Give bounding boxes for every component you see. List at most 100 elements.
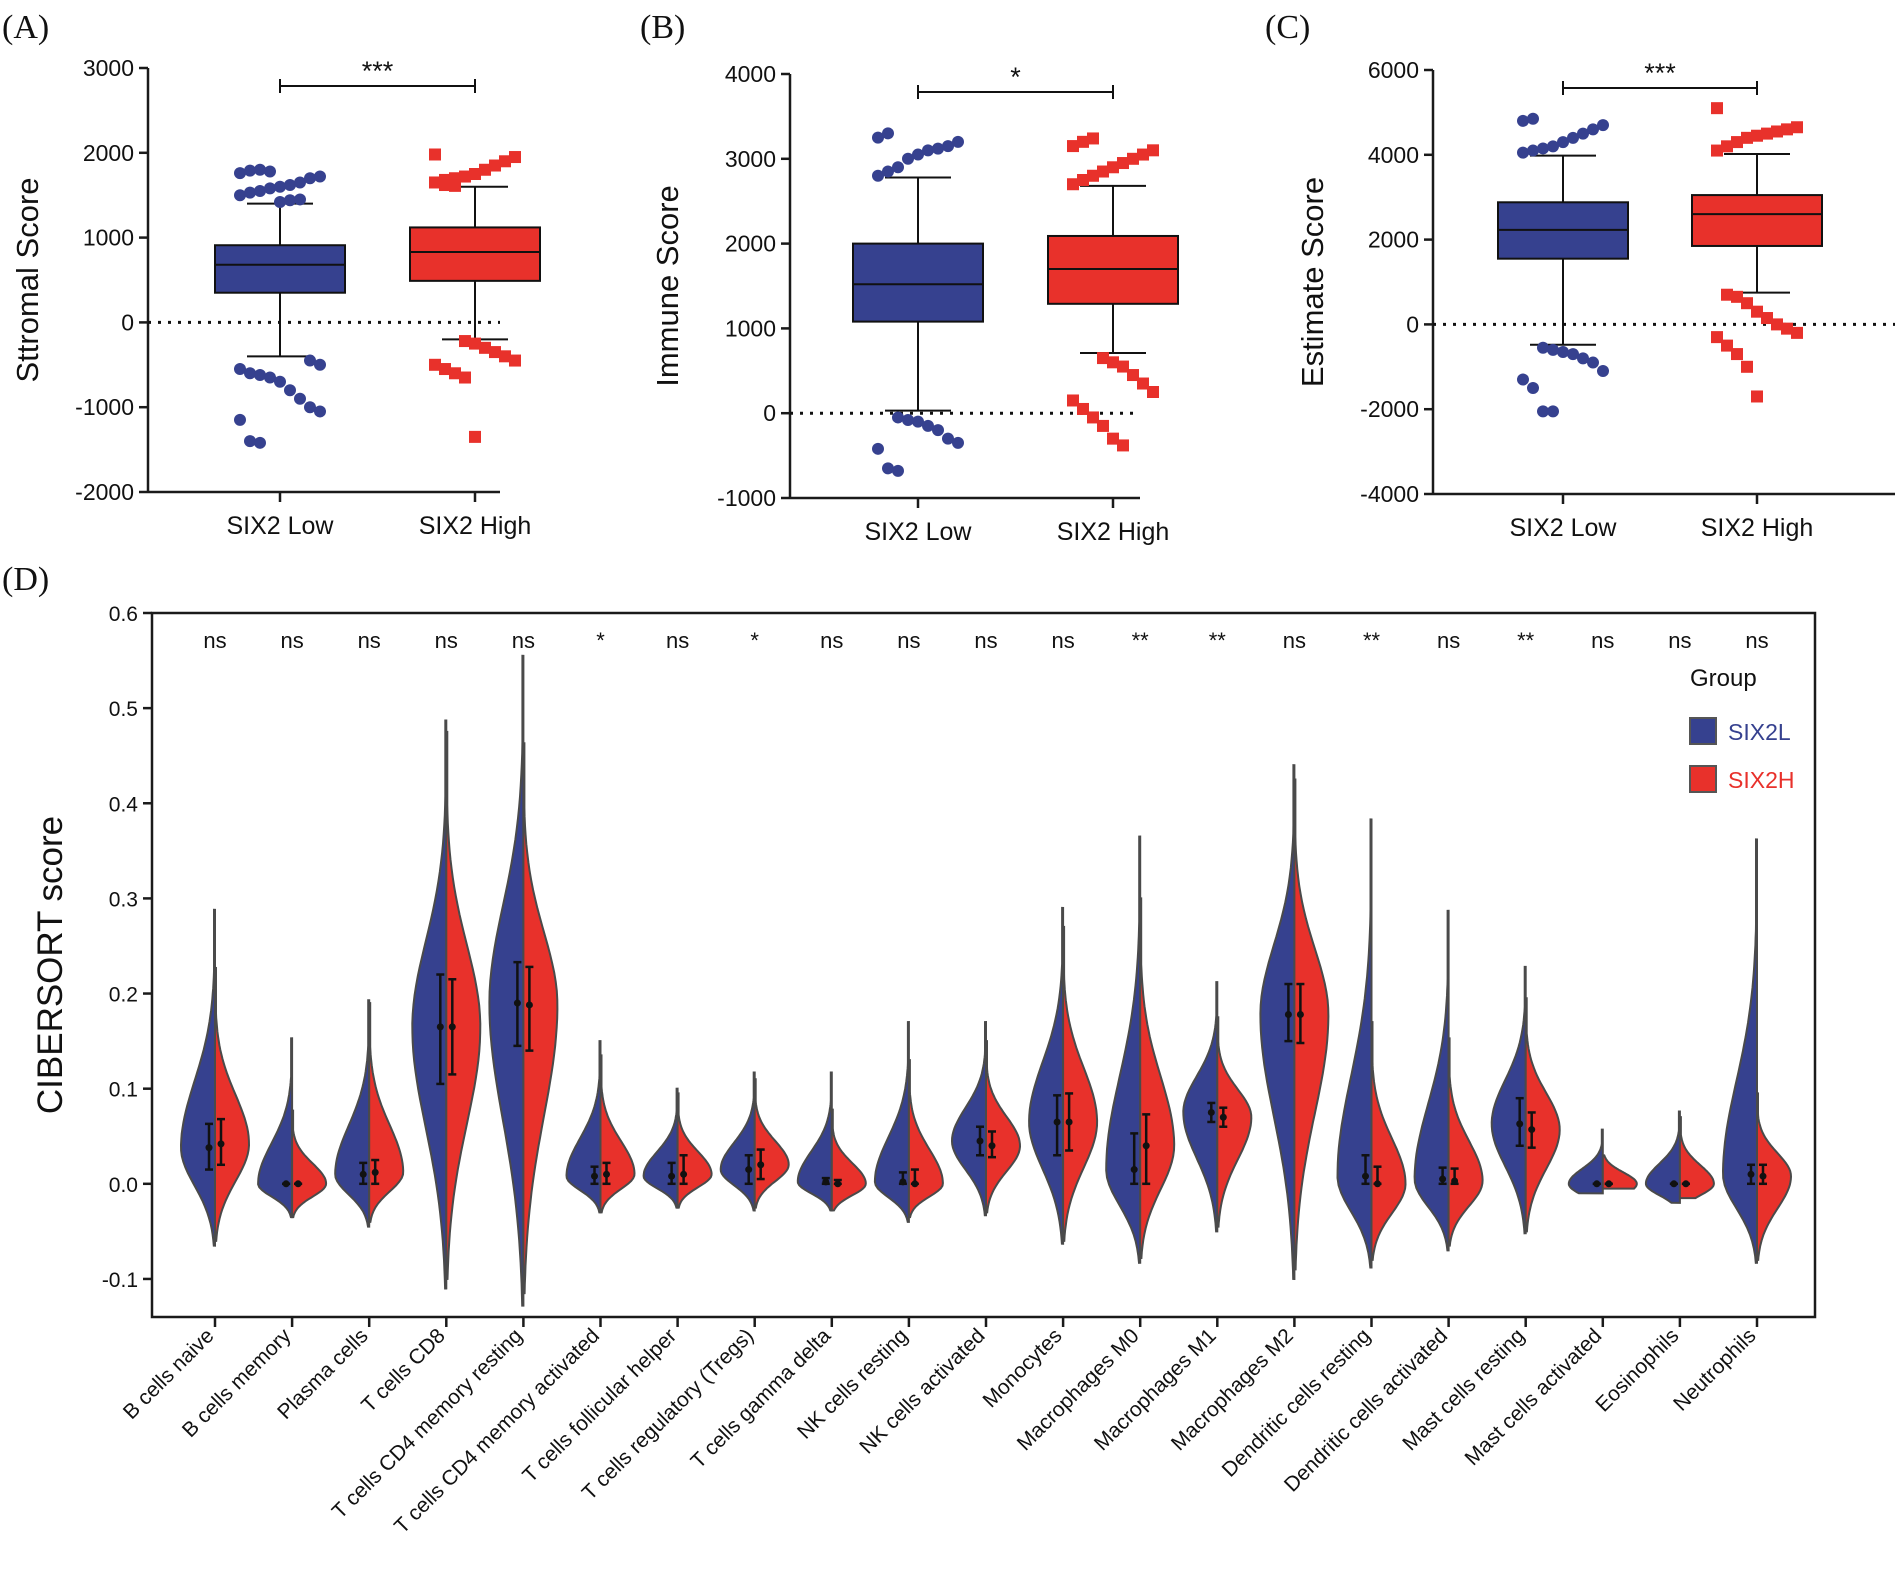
outlier-point bbox=[1537, 142, 1549, 155]
median-point bbox=[294, 1180, 302, 1188]
outlier-point bbox=[254, 163, 266, 176]
outlier-point bbox=[509, 354, 521, 367]
violin-half-six2l bbox=[950, 1021, 987, 1217]
significance-label: *** bbox=[1644, 58, 1676, 88]
outlier-point bbox=[274, 195, 286, 208]
y-tick-label: -1000 bbox=[75, 394, 134, 420]
y-tick-label: -1000 bbox=[717, 485, 776, 511]
median-point bbox=[1439, 1175, 1447, 1183]
violin-half-six2l bbox=[1336, 818, 1373, 1269]
x-tick-label: T cells follicular helper bbox=[518, 1324, 681, 1487]
outlier-point bbox=[1761, 312, 1773, 325]
y-tick-label: -0.1 bbox=[102, 1269, 138, 1292]
median-point bbox=[976, 1137, 984, 1145]
y-tick-label: 6000 bbox=[1368, 57, 1419, 83]
outlier-point bbox=[1547, 405, 1559, 418]
outlier-point bbox=[274, 180, 286, 193]
outlier-point bbox=[1587, 123, 1599, 136]
outlier-point bbox=[1711, 144, 1723, 157]
outlier-point bbox=[254, 184, 266, 197]
outlier-point bbox=[1731, 348, 1743, 361]
median-point bbox=[591, 1172, 598, 1180]
significance-label: ** bbox=[1132, 628, 1150, 653]
y-tick-label: 0 bbox=[1406, 311, 1419, 337]
x-tick-label: Dendritic cells resting bbox=[1218, 1324, 1375, 1481]
outlier-point bbox=[1741, 360, 1753, 373]
outlier-point bbox=[1127, 152, 1139, 165]
outlier-point bbox=[1791, 121, 1803, 134]
outlier-point bbox=[1147, 144, 1159, 157]
outlier-point bbox=[882, 165, 894, 178]
outlier-point bbox=[892, 464, 904, 477]
median-point bbox=[448, 1023, 456, 1031]
y-tick-label: 4000 bbox=[1368, 142, 1419, 168]
x-tick-label: SIX2 High bbox=[1057, 518, 1170, 546]
violin-half-six2h bbox=[1678, 1116, 1715, 1200]
median-point bbox=[1142, 1142, 1150, 1150]
violin-half-six2h bbox=[1447, 1037, 1484, 1247]
outlier-point bbox=[1117, 439, 1129, 452]
outlier-point bbox=[872, 442, 884, 455]
outlier-point bbox=[244, 367, 256, 380]
violin-half-six2l bbox=[257, 1037, 294, 1219]
y-tick-label: 0.1 bbox=[109, 1079, 138, 1102]
violin-half-six2h bbox=[907, 1059, 944, 1219]
outlier-point bbox=[1721, 288, 1733, 301]
significance-label: * bbox=[1010, 62, 1021, 92]
outlier-point bbox=[1117, 360, 1129, 373]
significance-label: *** bbox=[362, 56, 394, 86]
outlier-point bbox=[1107, 356, 1119, 369]
outlier-point bbox=[314, 405, 326, 418]
y-tick-label: 2000 bbox=[1368, 227, 1419, 253]
y-tick-label: 0.0 bbox=[109, 1174, 138, 1197]
legend-swatch bbox=[1689, 717, 1717, 745]
y-tick-label: -2000 bbox=[1360, 396, 1419, 422]
outlier-point bbox=[1127, 369, 1139, 382]
outlier-point bbox=[479, 163, 491, 176]
significance-label: ** bbox=[1209, 628, 1227, 653]
group-low: SIX2 Low bbox=[852, 127, 984, 546]
significance-label: ns bbox=[666, 628, 689, 653]
y-axis-title: Immune Score bbox=[650, 185, 685, 387]
outlier-point bbox=[1741, 297, 1753, 310]
outlier-point bbox=[499, 350, 511, 363]
median-point bbox=[1065, 1118, 1073, 1126]
significance-label: ns bbox=[203, 628, 226, 653]
outlier-point bbox=[922, 144, 934, 157]
outlier-point bbox=[932, 142, 944, 155]
y-tick-label: 2000 bbox=[725, 231, 776, 257]
significance-label: ns bbox=[897, 628, 920, 653]
outlier-point bbox=[1781, 123, 1793, 136]
outlier-point bbox=[499, 155, 511, 168]
violin-group: ns Eosinophils bbox=[1591, 628, 1715, 1416]
outlier-point bbox=[1107, 432, 1119, 445]
violin-half-six2l bbox=[796, 1071, 833, 1212]
violin-group: nsT cells CD8 bbox=[357, 628, 482, 1417]
violin-half-six2h bbox=[1062, 925, 1099, 1242]
outlier-point bbox=[1137, 377, 1149, 390]
violin-group: **Mast cells resting bbox=[1398, 628, 1561, 1455]
panel-label-a: (A) bbox=[2, 9, 49, 46]
x-tick-label: Eosinophils bbox=[1591, 1324, 1683, 1416]
outlier-point bbox=[489, 346, 501, 359]
median-point bbox=[513, 999, 521, 1007]
violin-half-six2h bbox=[985, 1040, 1022, 1214]
violin-group: ns T cells gamma delta bbox=[686, 628, 867, 1473]
outlier-point bbox=[1087, 132, 1099, 145]
median-point bbox=[1605, 1180, 1613, 1188]
outlier-point bbox=[1731, 290, 1743, 303]
outlier-point bbox=[1597, 119, 1609, 132]
y-tick-label: 0.6 bbox=[109, 603, 138, 626]
outlier-point bbox=[304, 172, 316, 185]
outlier-point bbox=[429, 148, 441, 161]
violin-half-six2h bbox=[599, 1054, 636, 1214]
violin-half-six2h bbox=[1756, 1092, 1793, 1261]
median-point bbox=[1528, 1126, 1536, 1134]
violin-half-six2l bbox=[179, 908, 216, 1247]
legend-label: SIX2L bbox=[1728, 719, 1791, 745]
panel-label-d: (D) bbox=[2, 561, 49, 598]
outlier-point bbox=[1721, 140, 1733, 153]
violin-half-six2h bbox=[522, 742, 559, 1295]
outlier-point bbox=[1067, 394, 1079, 407]
